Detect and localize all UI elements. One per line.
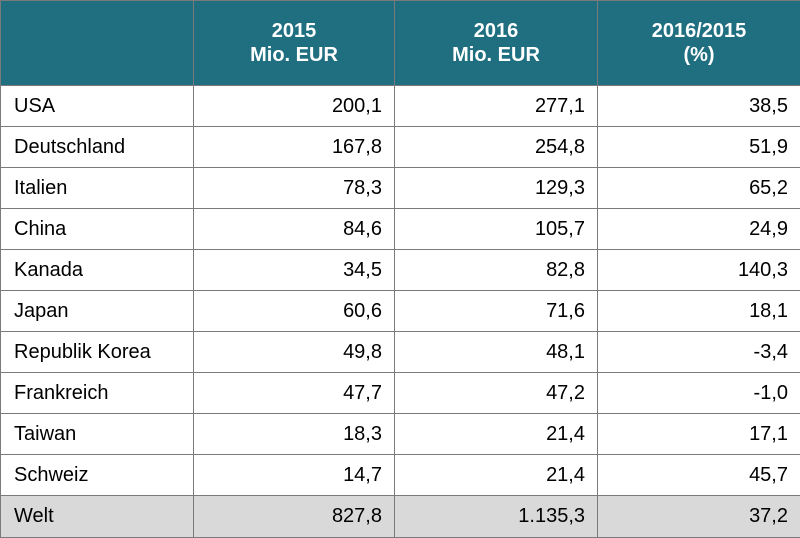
cell-change: 51,9 [598,127,800,168]
cell-2015: 18,3 [194,414,395,455]
cell-change: 38,5 [598,86,800,127]
cell-2016: 129,3 [395,168,598,209]
cell-2015: 200,1 [194,86,395,127]
cell-change: -3,4 [598,332,800,373]
cell-country: Taiwan [1,414,194,455]
cell-country: Republik Korea [1,332,194,373]
table-row: Schweiz 14,7 21,4 45,7 [1,455,800,496]
total-country: Welt [1,496,194,538]
table-row: Deutschland 167,8 254,8 51,9 [1,127,800,168]
cell-country: Kanada [1,250,194,291]
table-body: USA 200,1 277,1 38,5 Deutschland 167,8 2… [1,86,800,538]
cell-2015: 167,8 [194,127,395,168]
cell-2016: 71,6 [395,291,598,332]
total-change: 37,2 [598,496,800,538]
cell-country: China [1,209,194,250]
header-2016: 2016 Mio. EUR [395,1,598,86]
cell-country: Deutschland [1,127,194,168]
header-2015-line1: 2015 [194,19,394,43]
cell-change: 45,7 [598,455,800,496]
cell-country: Schweiz [1,455,194,496]
cell-2016: 105,7 [395,209,598,250]
cell-2016: 21,4 [395,455,598,496]
cell-2016: 82,8 [395,250,598,291]
header-2016-line2: Mio. EUR [395,43,597,67]
cell-country: Italien [1,168,194,209]
table-row: Japan 60,6 71,6 18,1 [1,291,800,332]
total-2016: 1.135,3 [395,496,598,538]
header-change-line1: 2016/2015 [598,19,800,43]
cell-2016: 277,1 [395,86,598,127]
cell-2016: 254,8 [395,127,598,168]
cell-2015: 14,7 [194,455,395,496]
table-row: Frankreich 47,7 47,2 -1,0 [1,373,800,414]
table-row: Kanada 34,5 82,8 140,3 [1,250,800,291]
table-row: Taiwan 18,3 21,4 17,1 [1,414,800,455]
cell-2015: 47,7 [194,373,395,414]
cell-country: USA [1,86,194,127]
cell-2015: 78,3 [194,168,395,209]
header-2015: 2015 Mio. EUR [194,1,395,86]
cell-change: -1,0 [598,373,800,414]
header-change: 2016/2015 (%) [598,1,800,86]
cell-change: 140,3 [598,250,800,291]
cell-2015: 34,5 [194,250,395,291]
cell-2016: 21,4 [395,414,598,455]
header-country [1,1,194,86]
total-row: Welt 827,8 1.135,3 37,2 [1,496,800,538]
header-change-line2: (%) [598,43,800,67]
header-2015-line2: Mio. EUR [194,43,394,67]
cell-country: Japan [1,291,194,332]
cell-country: Frankreich [1,373,194,414]
cell-change: 65,2 [598,168,800,209]
cell-change: 24,9 [598,209,800,250]
total-2015: 827,8 [194,496,395,538]
cell-2015: 84,6 [194,209,395,250]
cell-2015: 49,8 [194,332,395,373]
table-row: China 84,6 105,7 24,9 [1,209,800,250]
cell-2015: 60,6 [194,291,395,332]
cell-2016: 48,1 [395,332,598,373]
table-row: Republik Korea 49,8 48,1 -3,4 [1,332,800,373]
header-row: 2015 Mio. EUR 2016 Mio. EUR 2016/2015 (%… [1,1,800,86]
table-row: USA 200,1 277,1 38,5 [1,86,800,127]
cell-2016: 47,2 [395,373,598,414]
table-row: Italien 78,3 129,3 65,2 [1,168,800,209]
cell-change: 18,1 [598,291,800,332]
cell-change: 17,1 [598,414,800,455]
header-2016-line1: 2016 [395,19,597,43]
